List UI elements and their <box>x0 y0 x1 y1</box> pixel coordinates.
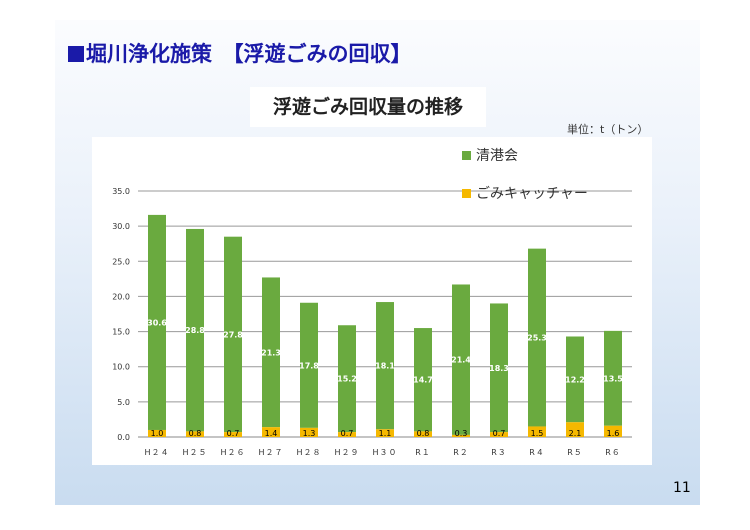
chart-area: 0.0 5.0 10.0 15.0 20.0 25.0 30.0 35.0 30.6 1.0 H２４… <box>92 137 652 465</box>
data-label-gomi-catcher: 2.1 <box>569 429 582 438</box>
x-tick-label: H２７ <box>258 448 283 457</box>
bar-seikoukai <box>604 330 622 426</box>
data-label-seikoukai: 13.5 <box>603 374 623 383</box>
page-title-text: 堀川浄化施策 【浮遊ごみの回収】 <box>86 42 412 66</box>
y-tick-label: 0.0 <box>117 433 130 442</box>
bar-seikoukai <box>376 302 394 430</box>
bar-seikoukai <box>300 302 318 428</box>
bar-gomi-catcher <box>338 432 356 437</box>
x-tick-label: H２５ <box>182 448 207 457</box>
y-tick-label: 5.0 <box>117 398 130 407</box>
y-tick-label: 35.0 <box>112 187 130 196</box>
bar-gomi-catcher <box>262 427 280 437</box>
bar-seikoukai <box>414 328 432 432</box>
bar-gomi-catcher <box>604 425 622 437</box>
bar-seikoukai <box>338 325 356 433</box>
data-label-gomi-catcher: 0.3 <box>455 429 468 438</box>
bar-gomi-catcher <box>224 432 242 437</box>
bar-gomi-catcher <box>490 432 508 437</box>
x-tick-label: R１ <box>415 448 431 457</box>
data-label-gomi-catcher: 1.0 <box>151 429 164 438</box>
x-tick-label: R５ <box>567 448 583 457</box>
y-tick-label: 15.0 <box>112 328 130 337</box>
bar-gomi-catcher <box>186 431 204 437</box>
x-tick-label: R６ <box>605 448 621 457</box>
data-label-gomi-catcher: 1.6 <box>607 429 620 438</box>
bar-seikoukai <box>224 236 242 433</box>
data-label-gomi-catcher: 0.7 <box>341 429 354 438</box>
x-tick-label: H２６ <box>220 448 245 457</box>
page-number: 11 <box>673 480 691 496</box>
data-label-seikoukai: 14.7 <box>413 376 433 385</box>
y-tick-label: 30.0 <box>112 222 130 231</box>
data-label-gomi-catcher: 1.4 <box>265 429 278 438</box>
legend-swatch <box>462 151 471 160</box>
bar-seikoukai <box>528 248 546 427</box>
bar-gomi-catcher <box>300 427 318 437</box>
legend-swatch <box>462 189 471 198</box>
bar-gomi-catcher <box>414 431 432 437</box>
bar-gomi-catcher <box>376 429 394 437</box>
data-label-gomi-catcher: 1.3 <box>303 429 316 438</box>
x-tick-label: R２ <box>453 448 469 457</box>
unit-label: 単位：t（トン） <box>567 123 649 136</box>
page-title: 堀川浄化施策 【浮遊ごみの回収】 <box>68 38 412 68</box>
x-tick-label: H２４ <box>144 448 169 457</box>
data-label-gomi-catcher: 0.8 <box>189 429 202 438</box>
bar-seikoukai <box>262 277 280 428</box>
data-label-seikoukai: 21.4 <box>451 356 471 365</box>
data-label-gomi-catcher: 0.7 <box>227 429 240 438</box>
y-tick-label: 10.0 <box>112 363 130 372</box>
data-label-seikoukai: 18.3 <box>489 364 509 373</box>
legend-label: ごみキャッチャー <box>476 186 588 202</box>
x-tick-label: R４ <box>529 448 545 457</box>
chart-title: 浮遊ごみ回収量の推移 <box>250 87 486 127</box>
data-label-seikoukai: 15.2 <box>337 375 357 384</box>
y-tick-label: 20.0 <box>112 292 130 301</box>
legend-label: 清港会 <box>476 148 518 164</box>
data-label-seikoukai: 25.3 <box>527 334 547 343</box>
y-tick-label: 25.0 <box>112 257 130 266</box>
data-label-gomi-catcher: 1.5 <box>531 429 544 438</box>
x-tick-label: H２９ <box>334 448 359 457</box>
data-label-seikoukai: 12.2 <box>565 375 585 384</box>
data-label-gomi-catcher: 0.7 <box>493 429 506 438</box>
bar-seikoukai <box>452 284 470 435</box>
bar-gomi-catcher <box>452 434 470 437</box>
bar-gomi-catcher <box>566 422 584 437</box>
data-label-seikoukai: 18.1 <box>375 362 395 371</box>
bar-gomi-catcher <box>528 426 546 437</box>
square-bullet-icon <box>68 46 84 62</box>
data-label-gomi-catcher: 0.8 <box>417 429 430 438</box>
bar-seikoukai <box>186 228 204 432</box>
x-tick-label: H２８ <box>296 448 321 457</box>
data-label-seikoukai: 30.6 <box>147 318 167 327</box>
data-label-seikoukai: 27.8 <box>223 330 243 339</box>
data-label-seikoukai: 21.3 <box>261 348 281 357</box>
bar-seikoukai <box>566 336 584 423</box>
bar-seikoukai <box>490 303 508 433</box>
bar-seikoukai <box>148 214 166 430</box>
bar-gomi-catcher <box>148 429 166 437</box>
x-tick-label: R３ <box>491 448 507 457</box>
stacked-bar-chart: 0.0 5.0 10.0 15.0 20.0 25.0 30.0 35.0 30.6 1.0 H２４… <box>112 148 632 457</box>
data-label-seikoukai: 28.8 <box>185 326 205 335</box>
data-label-gomi-catcher: 1.1 <box>379 429 392 438</box>
data-label-seikoukai: 17.8 <box>299 361 319 370</box>
x-tick-label: H３０ <box>372 448 397 457</box>
